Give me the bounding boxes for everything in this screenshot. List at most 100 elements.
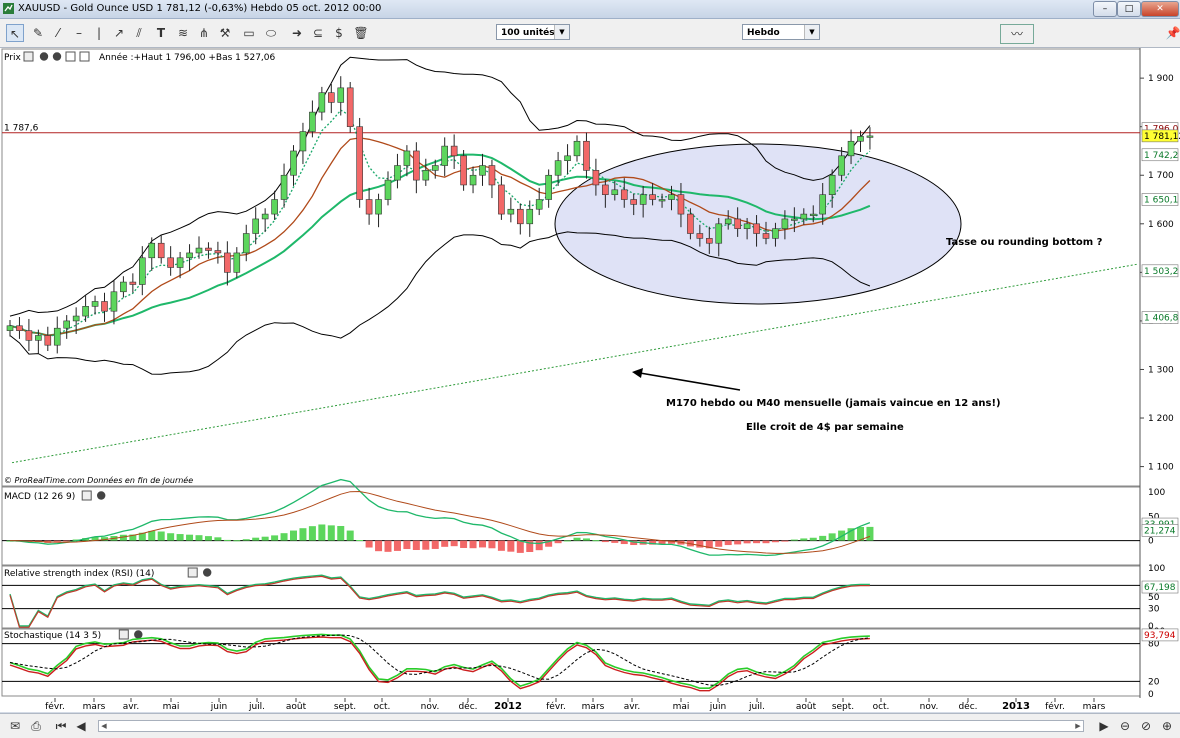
- vertical-line-icon[interactable]: |: [96, 26, 102, 40]
- scroll-arrow-left-icon[interactable]: ◀: [101, 722, 107, 730]
- maximize-button[interactable]: □: [1117, 1, 1141, 17]
- macd-bar: [337, 525, 345, 541]
- channel-icon[interactable]: ⫽: [136, 26, 142, 40]
- candle-body: [469, 174, 477, 186]
- ellipse-icon[interactable]: ⬭: [265, 26, 277, 40]
- macd-tag: [1141, 524, 1179, 537]
- candle-body: [25, 330, 33, 341]
- rsi-label: Relative strength index (RSI) (14): [4, 569, 154, 579]
- fibonacci-icon[interactable]: ≋: [177, 26, 189, 40]
- candle-body: [356, 126, 363, 200]
- candle-body: [602, 184, 609, 195]
- candle-body: [828, 174, 836, 195]
- zoom-in-icon[interactable]: ⊕: [1161, 719, 1173, 733]
- horizontal-scrollbar[interactable]: ◀ ▶: [98, 720, 1084, 732]
- macd-bar: [393, 540, 401, 551]
- stochastic-label: Stochastique (14 3 5): [4, 631, 101, 641]
- macd-bar: [91, 536, 99, 541]
- x-axis-label: 2012: [494, 701, 522, 712]
- window-icon: [65, 51, 76, 62]
- rsi-tick-label: 50: [1148, 593, 1160, 603]
- annotation-arrowhead: [632, 368, 643, 378]
- macd-bar: [790, 539, 798, 541]
- window-icon: [79, 51, 90, 62]
- macd-bar: [280, 533, 288, 541]
- candle-body: [120, 281, 127, 293]
- price-tag-label: 1 406,8: [1144, 314, 1179, 324]
- candle-body: [186, 252, 193, 259]
- macd-bar: [233, 540, 241, 542]
- macd-bar: [800, 538, 808, 541]
- macd-bar: [649, 540, 657, 545]
- horizontal-line-icon[interactable]: –: [76, 26, 82, 40]
- timeframe-dropdown[interactable]: Hebdo ▼: [742, 24, 820, 40]
- scroll-right-icon[interactable]: ▶: [1099, 719, 1109, 733]
- candle-body: [639, 194, 647, 205]
- candle-body: [16, 325, 23, 331]
- scroll-arrow-right-icon[interactable]: ▶: [1075, 722, 1081, 730]
- x-axis-label: août: [286, 702, 307, 712]
- indicators-icon[interactable]: 〰: [1000, 24, 1034, 44]
- print-icon[interactable]: ⎙: [31, 719, 41, 733]
- zoom-fit-icon[interactable]: ⊘: [1140, 719, 1152, 733]
- candle-body: [573, 140, 581, 157]
- pen-icon[interactable]: ✎: [32, 26, 44, 40]
- close-button[interactable]: ✕: [1141, 1, 1179, 17]
- minimize-button[interactable]: –: [1093, 1, 1117, 17]
- pin-icon[interactable]: 📌: [1165, 26, 1180, 40]
- macd-bar: [705, 540, 713, 549]
- magnet-icon[interactable]: ⊆: [312, 26, 324, 40]
- price-tick-label: 1 300: [1148, 365, 1174, 375]
- text-tool-icon[interactable]: T: [156, 26, 166, 40]
- rectangle-icon[interactable]: ▭: [243, 26, 255, 40]
- macd-bar: [809, 537, 817, 541]
- macd-bar: [857, 526, 864, 541]
- price-panel-label: Prix: [4, 53, 21, 63]
- wrench-icon: [118, 629, 129, 640]
- candle-body: [460, 155, 467, 186]
- macd-bar: [195, 535, 203, 541]
- price-tag-label: 1 503,2: [1144, 267, 1178, 277]
- candle-body: [734, 218, 741, 229]
- dollar-icon[interactable]: $: [335, 26, 343, 40]
- x-axis-label: août: [796, 702, 817, 712]
- macd-bar: [460, 540, 468, 548]
- macd-line: [9, 478, 871, 557]
- cursor-icon[interactable]: ↖: [6, 24, 24, 42]
- scroll-left-icon[interactable]: ◀: [76, 719, 86, 733]
- trash-icon[interactable]: 🗑: [353, 26, 369, 40]
- macd-bar: [507, 540, 515, 552]
- candle-body: [233, 252, 241, 273]
- macd-bar: [290, 530, 297, 541]
- macd-bar: [611, 540, 619, 543]
- scroll-start-icon[interactable]: ⏮: [55, 719, 67, 733]
- mail-icon[interactable]: ✉: [9, 719, 21, 733]
- ray-icon[interactable]: ↗: [113, 26, 125, 40]
- x-axis-label: mars: [582, 702, 605, 712]
- units-dropdown[interactable]: 100 unités ▼: [496, 24, 570, 40]
- macd-bar: [828, 533, 836, 541]
- candle-body: [630, 199, 638, 205]
- macd-bar: [479, 540, 486, 548]
- trendline-icon[interactable]: ⁄: [56, 26, 59, 40]
- watermark-text: © ProRealTime.com Données en fin de jour…: [4, 475, 193, 485]
- macd-bar: [753, 540, 761, 544]
- macd-bar: [72, 539, 80, 541]
- x-axis-label: juil.: [748, 702, 765, 712]
- arrow-icon[interactable]: ➜: [291, 26, 303, 40]
- pitchfork-icon[interactable]: ⋔: [198, 26, 210, 40]
- macd-bar: [53, 540, 61, 542]
- macd-bar: [138, 532, 146, 541]
- candlestick-group: [6, 76, 874, 354]
- macd-bar: [167, 533, 175, 541]
- macd-bar: [327, 525, 335, 541]
- macd-bar: [431, 540, 439, 549]
- macd-tag-label: 21,274: [1144, 526, 1176, 536]
- macd-tick-label: 0: [1148, 537, 1154, 547]
- candle-body: [176, 257, 184, 268]
- zoom-out-icon[interactable]: ⊖: [1119, 719, 1131, 733]
- hammer-icon[interactable]: ⚒: [219, 26, 231, 40]
- macd-bar: [441, 540, 449, 547]
